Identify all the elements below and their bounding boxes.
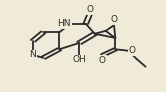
Text: OH: OH — [72, 55, 86, 64]
Text: N: N — [30, 50, 36, 59]
Text: O: O — [99, 56, 106, 65]
Text: HN: HN — [57, 19, 71, 28]
Text: O: O — [129, 46, 136, 55]
Text: O: O — [111, 15, 118, 24]
Text: O: O — [86, 5, 93, 14]
